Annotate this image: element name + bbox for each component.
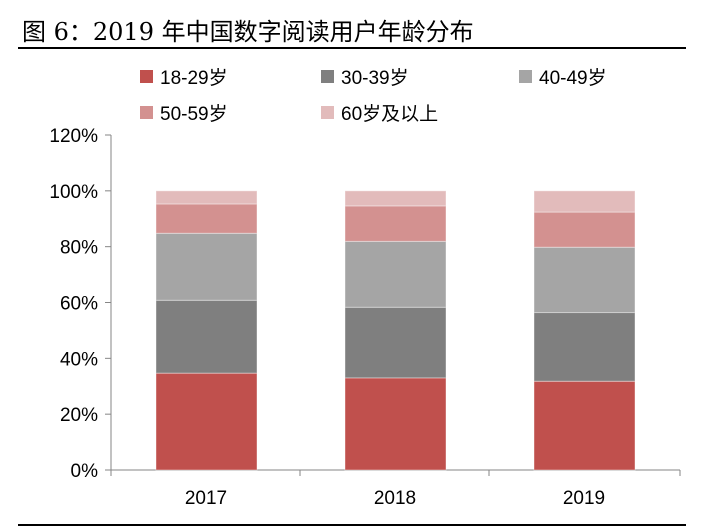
title-divider: [18, 47, 686, 49]
legend-label: 50-59岁: [160, 104, 228, 125]
bottom-divider: [18, 524, 686, 526]
bar-segment-2019-18-29岁: [533, 380, 636, 471]
y-tick-label: 40%: [60, 349, 98, 370]
legend-label: 30-39岁: [341, 68, 409, 89]
y-tick-label: 80%: [60, 238, 98, 259]
legend-item: 30-39岁: [321, 63, 409, 90]
y-tick-label: 100%: [49, 182, 98, 203]
x-tick-label: 2018: [374, 488, 416, 509]
bar-segment-2017-30-39岁: [155, 299, 258, 374]
legend-item: 50-59岁: [140, 99, 228, 126]
bar-segment-2017-60岁及以上: [155, 190, 258, 205]
y-tick-label: 60%: [60, 294, 98, 315]
x-tick-label: 2019: [563, 488, 605, 509]
legend-swatch: [140, 70, 153, 83]
bar-segment-2018-30-39岁: [344, 306, 447, 379]
y-tick-label: 0%: [71, 461, 99, 482]
bar-segment-2019-30-39岁: [533, 312, 636, 382]
legend-label: 18-29岁: [160, 68, 228, 89]
bar-segment-2018-60岁及以上: [344, 190, 447, 207]
legend-label: 60岁及以上: [341, 104, 439, 125]
bar-segment-2018-18-29岁: [344, 377, 447, 471]
legend-item: 18-29岁: [140, 63, 228, 90]
bar-segment-2018-50-59岁: [344, 205, 447, 242]
y-tick-label: 20%: [60, 405, 98, 426]
bar-segment-2018-40-49岁: [344, 240, 447, 308]
bar-segment-2019-60岁及以上: [533, 190, 636, 213]
x-tick-label: 2017: [185, 488, 227, 509]
bar-segment-2017-50-59岁: [155, 203, 258, 234]
legend-swatch: [519, 70, 532, 83]
legend-swatch: [321, 106, 334, 119]
bar-segment-2017-18-29岁: [155, 372, 258, 471]
legend-swatch: [140, 106, 153, 119]
bar-segment-2017-40-49岁: [155, 232, 258, 301]
legend-label: 40-49岁: [539, 68, 607, 89]
legend-item: 40-49岁: [519, 63, 607, 90]
chart-title: 图 6：2019 年中国数字阅读用户年龄分布: [22, 18, 474, 46]
legend-item: 60岁及以上: [321, 99, 438, 126]
bar-segment-2019-40-49岁: [533, 246, 636, 314]
legend-swatch: [321, 70, 334, 83]
bar-segment-2019-50-59岁: [533, 211, 636, 248]
y-tick-label: 120%: [49, 126, 98, 147]
